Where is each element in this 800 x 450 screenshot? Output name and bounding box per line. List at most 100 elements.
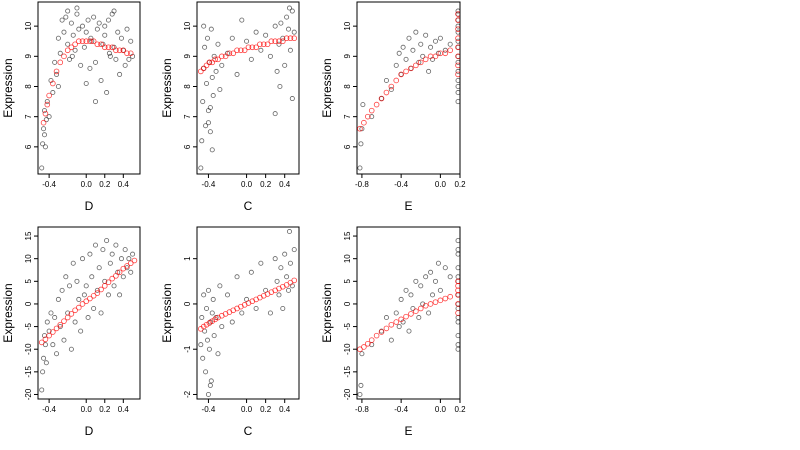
points-layer: [198, 5, 298, 171]
observed-point: [248, 269, 254, 275]
observed-point: [272, 256, 278, 262]
observed-point: [282, 251, 288, 257]
fitted-point: [87, 295, 93, 302]
fitted-point: [393, 319, 400, 325]
fitted-point: [455, 26, 460, 32]
observed-point: [426, 68, 432, 74]
observed-point: [207, 129, 213, 135]
fitted-point: [442, 295, 449, 302]
observed-point: [420, 301, 426, 307]
observed-point: [219, 62, 225, 68]
observed-point: [74, 11, 80, 17]
points-layer: [38, 238, 138, 393]
observed-point: [130, 251, 136, 257]
fitted-point: [72, 307, 78, 314]
observed-point: [85, 315, 91, 321]
fitted-point: [447, 293, 453, 300]
observed-point: [92, 242, 98, 248]
x-tick-label: 0.2: [260, 180, 272, 189]
fitted-point: [101, 44, 108, 51]
observed-point: [59, 17, 65, 23]
y-tick-label: 7: [343, 114, 352, 119]
observed-point: [416, 315, 422, 321]
y-tick-label: 10: [24, 21, 33, 30]
observed-point: [413, 278, 419, 284]
observed-point: [204, 80, 210, 86]
observed-point: [359, 126, 365, 132]
x-tick-label: -0.4: [394, 180, 408, 189]
fitted-point: [64, 314, 71, 321]
fitted-point: [76, 38, 82, 45]
x-axis-label: C: [244, 199, 253, 213]
x-tick-label: 0.4: [118, 405, 130, 414]
observed-point: [248, 56, 254, 62]
fitted-point: [257, 41, 263, 48]
fitted-point: [279, 38, 286, 45]
observed-point: [207, 382, 213, 388]
x-tick-label: 0.0: [81, 180, 93, 189]
observed-point: [410, 47, 416, 53]
observed-point: [274, 278, 280, 284]
chart-panel-bottom-left: -0.4 0.0 0.2 0.4 -20 -15 -10 -5 0 5 10 15 D Expressio…: [1, 226, 141, 438]
fitted-point: [94, 290, 101, 296]
y-tick-label: 0: [183, 301, 192, 306]
y-tick-label: -1: [183, 345, 192, 353]
observed-point: [122, 247, 128, 253]
observed-point: [52, 59, 58, 65]
fitted-point: [68, 44, 75, 51]
fitted-point: [42, 336, 49, 343]
fitted-point: [413, 308, 419, 314]
y-tick-label: 9: [183, 54, 192, 59]
fitted-point: [200, 323, 207, 330]
observed-point: [201, 23, 207, 29]
y-tick-label: 8: [343, 84, 352, 89]
observed-point: [276, 292, 282, 298]
points-layer: [198, 229, 298, 397]
observed-point: [107, 260, 113, 266]
observed-point: [209, 74, 215, 80]
observed-point: [276, 41, 282, 47]
fitted-point: [230, 50, 237, 57]
observed-point: [217, 283, 223, 289]
observed-point: [113, 242, 119, 248]
fitted-point: [260, 41, 267, 48]
observed-point: [437, 287, 443, 293]
observed-point: [258, 47, 264, 53]
fitted-point: [200, 65, 207, 72]
observed-point: [277, 83, 283, 89]
fitted-point: [378, 329, 385, 335]
fitted-point: [364, 113, 371, 120]
observed-point: [104, 90, 110, 96]
observed-point: [40, 369, 46, 375]
observed-point: [118, 256, 124, 262]
y-tick-label: 7: [24, 114, 33, 119]
y-tick-label: 10: [343, 254, 352, 263]
observed-point: [284, 274, 290, 280]
fitted-point: [90, 38, 97, 45]
observed-point: [44, 319, 50, 325]
fitted-point: [455, 53, 460, 60]
fitted-point: [291, 277, 298, 284]
observed-point: [278, 20, 284, 26]
x-tick-label: 0.2: [454, 180, 466, 189]
plot-frame: [37, 226, 141, 400]
observed-point: [126, 56, 132, 62]
x-axis-label: C: [244, 424, 253, 438]
fitted-point: [253, 44, 259, 51]
observed-point: [81, 44, 87, 50]
fitted-point: [113, 273, 119, 279]
y-tick-label: 15: [24, 231, 33, 240]
observed-point: [455, 342, 460, 348]
x-tick-label: -0.4: [42, 180, 56, 189]
observed-point: [67, 283, 73, 289]
observed-point: [87, 251, 93, 257]
observed-point: [94, 26, 100, 32]
observed-point: [267, 53, 273, 59]
x-tick-label: 0.0: [435, 405, 447, 414]
observed-point: [263, 32, 269, 38]
observed-point: [229, 319, 235, 325]
observed-point: [78, 328, 84, 334]
observed-point: [76, 26, 82, 32]
observed-point: [111, 283, 117, 289]
observed-point: [291, 29, 297, 35]
